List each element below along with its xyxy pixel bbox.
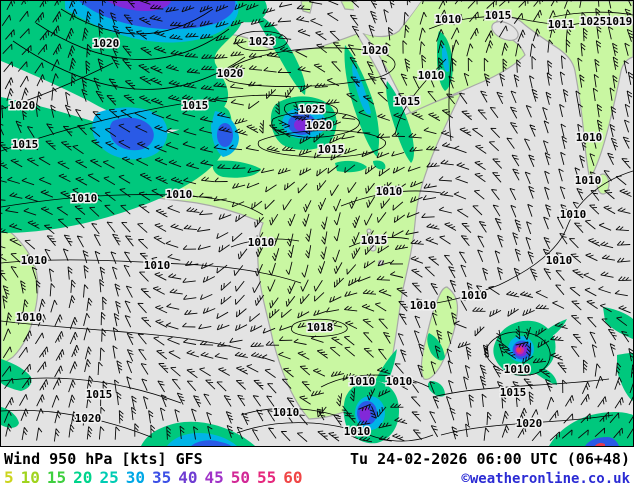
land-madagascar — [420, 286, 459, 380]
copyright-link[interactable]: ©weatheronline.co.uk — [461, 471, 630, 487]
isobar-label: 1020 — [9, 99, 36, 112]
land-south-america — [1, 224, 39, 366]
land-sri-lanka — [596, 173, 610, 195]
map-title: Wind 950 hPa [kts] GFS — [4, 450, 203, 468]
map-canvas: 1020 1023 1020 1010 1015 1011 1025 1019 1020 1015… — [0, 0, 634, 447]
isobar-label: 1010 — [16, 311, 43, 324]
scale-value: 10 — [20, 468, 40, 487]
scale-value: 15 — [46, 468, 67, 487]
isobar-label: 1010 — [575, 174, 602, 187]
isobar-label: 1010 — [546, 254, 573, 267]
isobar-label: 1010 — [560, 208, 587, 221]
isobar-label: 1010 — [410, 299, 437, 312]
isobar-label: 1010 — [461, 289, 488, 302]
footer: Wind 950 hPa [kts] GFS Tu 24-02-2026 06:… — [0, 447, 634, 490]
isobar-label: 1010 — [435, 13, 462, 26]
isobar-label: 1023 — [249, 35, 276, 48]
isobar-label: 1010 — [71, 192, 98, 205]
land-asia — [362, 1, 633, 181]
isobar-label: 1010 — [344, 425, 371, 438]
isobar-label: 1011 — [548, 18, 575, 31]
scale-value: 50 — [230, 468, 251, 487]
isobar-label: 1015 — [394, 95, 421, 108]
isobar-label: 1025 — [299, 103, 326, 116]
isobar-label: 1018 — [307, 321, 334, 334]
isobar-label: 1015 — [500, 386, 527, 399]
isobar-label: 1010 — [418, 69, 445, 82]
isobar-label: 1020 — [93, 37, 120, 50]
scale-value: 20 — [73, 468, 93, 487]
isobar-label: 1010 — [386, 375, 413, 388]
valid-time: Tu 24-02-2026 06:00 UTC (06+48) — [350, 450, 630, 468]
scale-value: 55 — [257, 468, 277, 487]
scale-value: 60 — [283, 468, 303, 487]
isobar-label: 1010 — [349, 375, 376, 388]
isobar-label: 1010 — [504, 363, 531, 376]
wind-barbs-layer — [1, 1, 633, 443]
scale-value: 5 — [4, 468, 14, 487]
isobar-label: 1015 — [12, 138, 39, 151]
scale-value: 40 — [178, 468, 198, 487]
isobar-label: 1020 — [75, 412, 102, 425]
scale-value: 35 — [151, 468, 172, 487]
isobar-label: 1020 — [306, 119, 333, 132]
isobar-label: 1010 — [376, 185, 403, 198]
scale-value: 45 — [204, 468, 224, 487]
isobar-label: 1010 — [144, 259, 171, 272]
sea-persian-gulf — [491, 21, 519, 41]
isobar-label: 1015 — [182, 99, 209, 112]
isobar-label: 1020 — [516, 417, 543, 430]
isobar-label: 1010 — [576, 131, 603, 144]
isobar-label: 1019 — [606, 15, 633, 28]
scale-value: 25 — [99, 468, 119, 487]
isobar-label: 1015 — [86, 388, 113, 401]
wind-speed-scale: 5 10 15 20 25 30 35 40 45 50 55 60 — [4, 468, 310, 487]
isobar-label: 1015 — [361, 234, 388, 247]
isobar-label: 1010 — [166, 188, 193, 201]
lake-victoria — [369, 244, 377, 252]
isobar-label: 1020 — [217, 67, 244, 80]
scale-value: 30 — [125, 468, 145, 487]
lake-turkana — [366, 228, 372, 234]
isobar-label: 1015 — [318, 143, 345, 156]
isobar-label: 1010 — [21, 254, 48, 267]
isobar-label: 1025 — [580, 15, 607, 28]
isobar-label: 1015 — [485, 9, 512, 22]
isobar-label: 1020 — [362, 44, 389, 57]
isobar-label: 1010 — [248, 236, 275, 249]
isobar-label: 1010 — [273, 406, 300, 419]
